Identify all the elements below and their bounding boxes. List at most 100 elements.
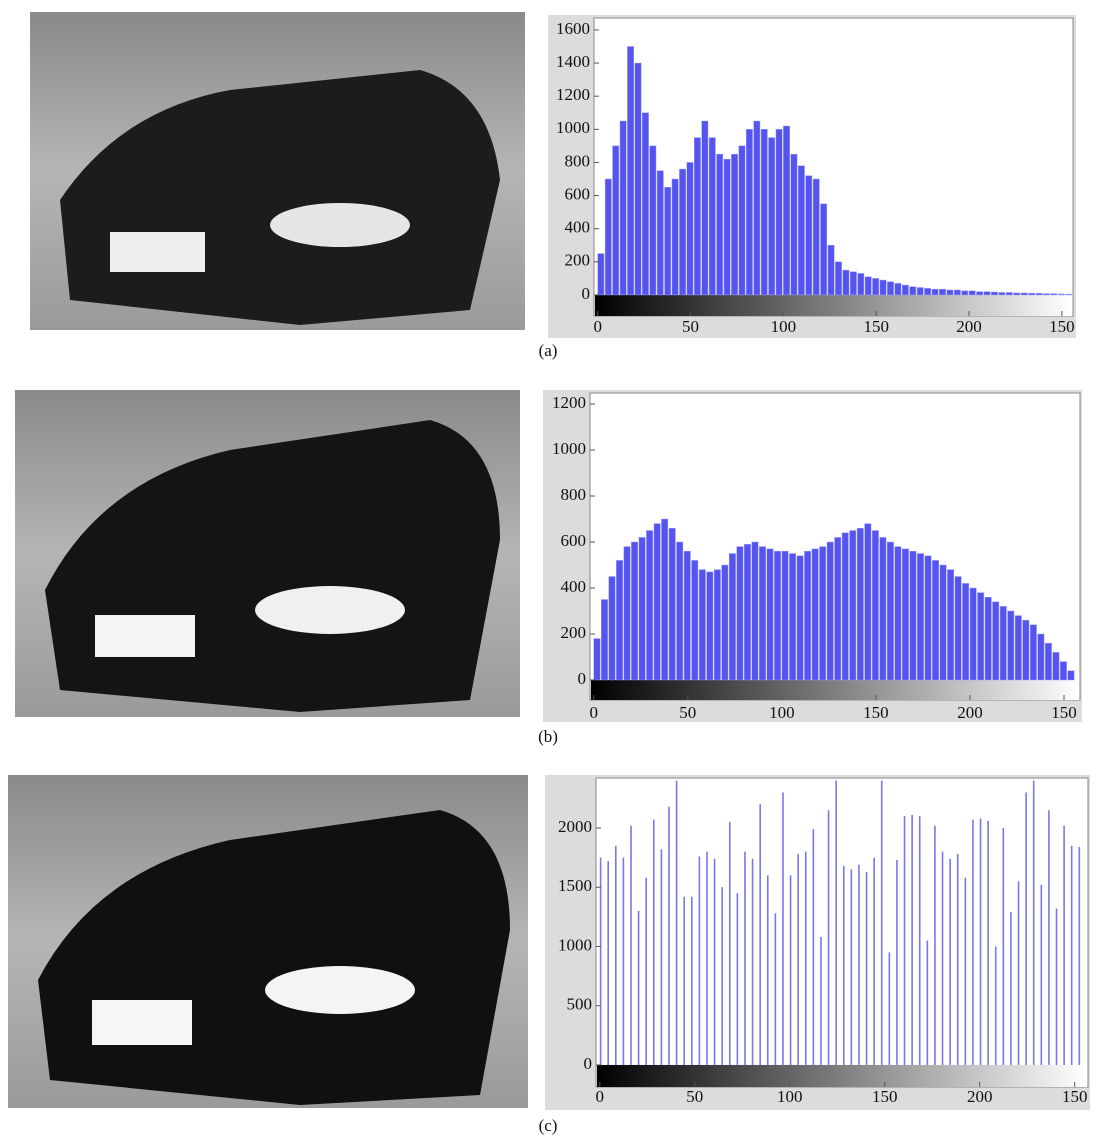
bar: [827, 542, 833, 680]
bar: [775, 913, 777, 1065]
bar: [724, 159, 730, 295]
bar: [601, 600, 607, 680]
bar: [919, 816, 921, 1065]
bar: [1060, 662, 1066, 680]
bar: [910, 551, 916, 680]
bar: [639, 537, 645, 680]
bar: [987, 821, 989, 1065]
bar: [1021, 293, 1027, 295]
bar: [767, 875, 769, 1065]
bar: [843, 270, 849, 295]
bar: [872, 278, 878, 295]
bar: [1015, 616, 1021, 680]
bar: [645, 878, 647, 1065]
bar: [949, 859, 951, 1065]
bar: [752, 859, 754, 1065]
y-tick-label: 1000: [558, 935, 592, 954]
bar: [783, 126, 789, 295]
bar: [672, 179, 678, 295]
bar: [699, 570, 705, 680]
bar: [613, 146, 619, 295]
y-tick-label: 200: [565, 251, 591, 270]
bar: [620, 121, 626, 295]
bar: [896, 860, 898, 1065]
x-tick-label: 200: [957, 703, 983, 722]
bar: [932, 560, 938, 680]
y-tick-label: 1000: [556, 118, 590, 137]
bar: [1045, 643, 1051, 680]
bar: [739, 146, 745, 295]
colorbar: [595, 295, 1072, 316]
bar: [737, 893, 739, 1065]
bar: [991, 292, 997, 295]
bar: [744, 544, 750, 680]
bar: [819, 547, 825, 680]
bar: [904, 816, 906, 1065]
bar: [654, 524, 660, 680]
bar: [984, 292, 990, 295]
bar: [881, 781, 883, 1065]
y-tick-label: 800: [565, 151, 591, 170]
x-tick-label: 150: [1049, 317, 1075, 336]
caption: (c): [539, 1116, 558, 1135]
bar: [1036, 293, 1042, 295]
bar: [791, 154, 797, 295]
bar: [1028, 293, 1034, 295]
bar: [709, 138, 715, 295]
bar: [806, 176, 812, 295]
bar: [1066, 294, 1072, 295]
bar: [767, 549, 773, 680]
bar: [692, 560, 698, 680]
bar: [1030, 625, 1036, 680]
bar: [895, 547, 901, 680]
y-tick-label: 600: [561, 531, 587, 550]
bar: [957, 854, 959, 1065]
caption: (b): [538, 727, 558, 746]
x-tick-label: 100: [777, 1087, 803, 1106]
bar: [1071, 846, 1073, 1065]
bar: [752, 542, 758, 680]
bar: [722, 565, 728, 680]
bar: [917, 554, 923, 680]
bar: [657, 171, 663, 295]
bar: [1010, 912, 1012, 1065]
bar: [911, 815, 913, 1065]
bar: [924, 288, 930, 295]
bar: [759, 547, 765, 680]
bar: [669, 528, 675, 680]
bar: [729, 554, 735, 680]
bar: [665, 187, 671, 295]
bar: [684, 551, 690, 680]
figure: 0200400600800100012001400160005010015020…: [0, 0, 1096, 1137]
bar: [985, 597, 991, 680]
bar: [702, 121, 708, 295]
bar: [653, 820, 655, 1065]
bar: [661, 849, 663, 1065]
bar: [872, 531, 878, 680]
bar: [615, 846, 617, 1065]
bar: [850, 531, 856, 680]
bar: [970, 588, 976, 680]
bar: [797, 556, 803, 680]
bar: [880, 280, 886, 295]
bar: [717, 154, 723, 295]
bar: [691, 897, 693, 1065]
bar: [962, 291, 968, 295]
bar: [624, 547, 630, 680]
bar: [646, 531, 652, 680]
x-tick-label: 150: [1051, 703, 1077, 722]
bar: [813, 179, 819, 295]
bar: [707, 572, 713, 680]
x-tick-label: 0: [590, 703, 599, 722]
bar: [798, 166, 804, 295]
bar: [969, 291, 975, 295]
y-tick-label: 0: [582, 284, 591, 303]
bar: [947, 290, 953, 295]
y-tick-label: 200: [561, 623, 587, 642]
y-tick-label: 0: [584, 1054, 593, 1073]
x-tick-label: 200: [956, 317, 982, 336]
bar: [934, 826, 936, 1065]
bar: [1023, 620, 1029, 680]
y-tick-label: 1600: [556, 19, 590, 38]
bar: [721, 887, 723, 1065]
